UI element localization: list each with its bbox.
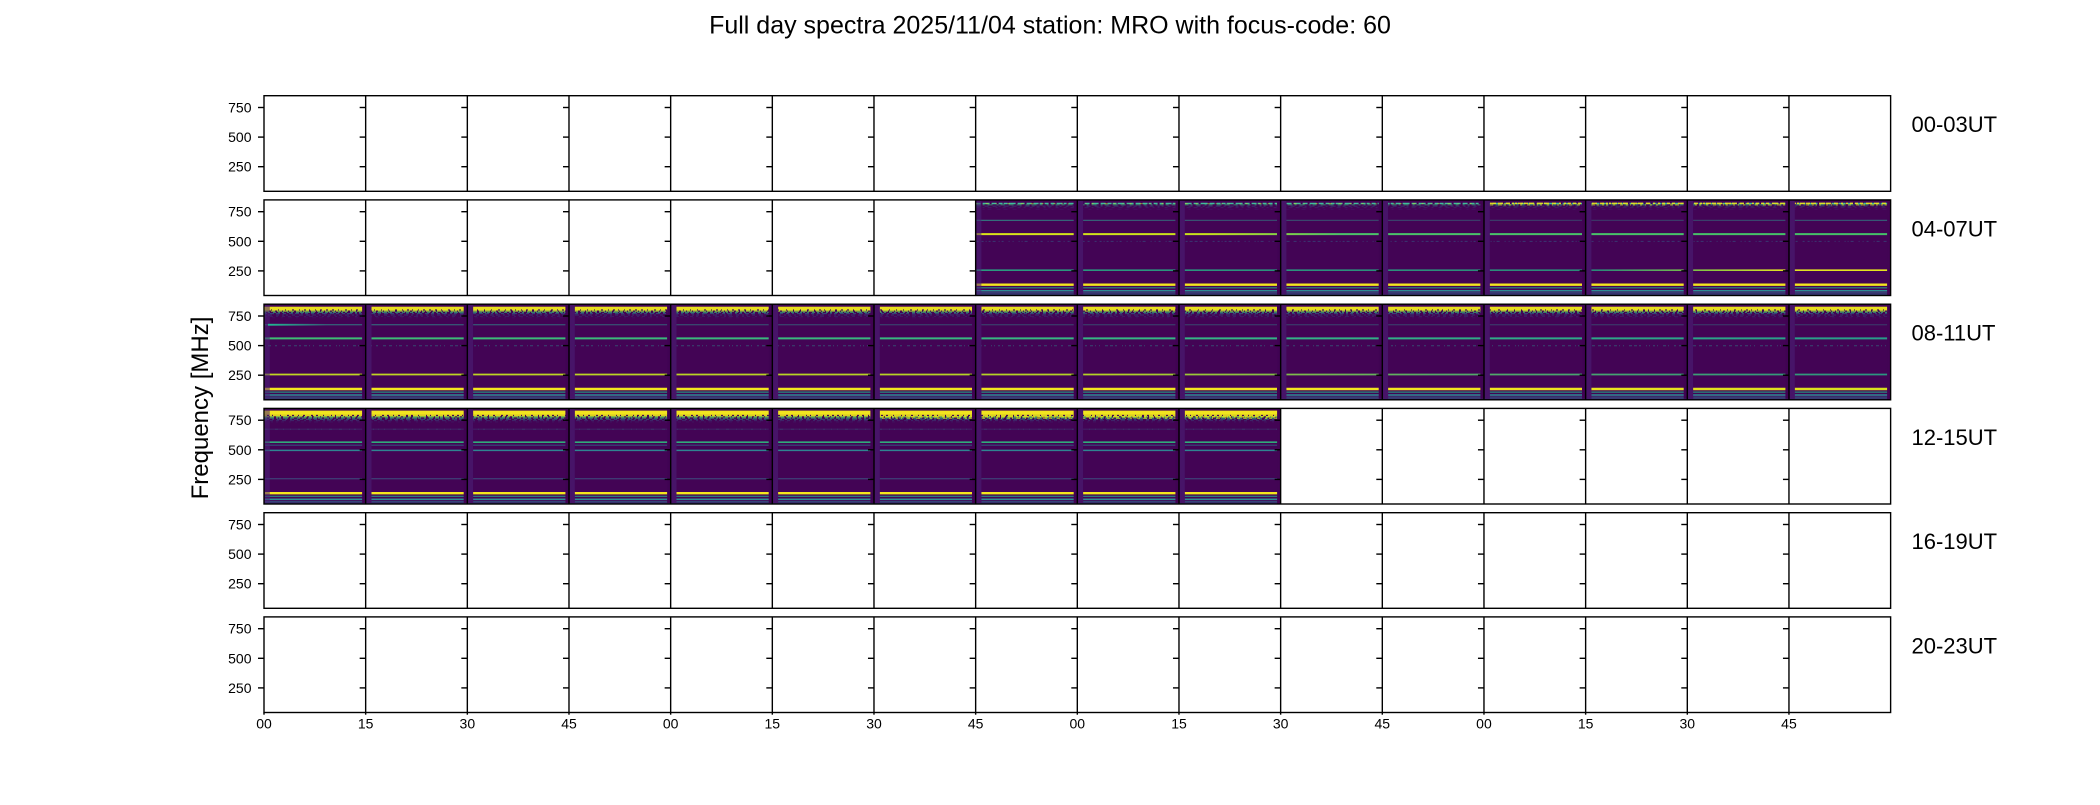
svg-text:500: 500 (228, 233, 252, 249)
svg-text:750: 750 (228, 308, 252, 324)
svg-text:45: 45 (1781, 715, 1797, 731)
svg-text:00: 00 (1070, 715, 1086, 731)
svg-text:500: 500 (228, 338, 252, 354)
svg-text:500: 500 (228, 442, 252, 458)
svg-text:500: 500 (228, 650, 252, 666)
svg-text:30: 30 (1680, 715, 1696, 731)
svg-text:30: 30 (1273, 715, 1289, 731)
svg-text:45: 45 (1375, 715, 1391, 731)
svg-text:15: 15 (358, 715, 374, 731)
svg-text:08-11UT: 08-11UT (1912, 321, 1996, 346)
svg-text:20-23UT: 20-23UT (1912, 633, 1998, 658)
svg-text:750: 750 (228, 517, 252, 533)
svg-text:Frequency [MHz]: Frequency [MHz] (187, 317, 214, 500)
svg-text:15: 15 (765, 715, 781, 731)
svg-text:500: 500 (228, 129, 252, 145)
svg-text:750: 750 (228, 621, 252, 637)
svg-text:00-03UT: 00-03UT (1912, 112, 1998, 137)
svg-text:12-15UT: 12-15UT (1912, 425, 1998, 450)
svg-text:750: 750 (228, 204, 252, 220)
svg-text:30: 30 (866, 715, 882, 731)
svg-text:15: 15 (1171, 715, 1187, 731)
svg-text:00: 00 (256, 715, 272, 731)
svg-text:16-19UT: 16-19UT (1912, 529, 1998, 554)
svg-text:04-07UT: 04-07UT (1912, 216, 1998, 241)
svg-text:250: 250 (228, 159, 252, 175)
svg-text:750: 750 (228, 412, 252, 428)
svg-text:500: 500 (228, 546, 252, 562)
svg-text:250: 250 (228, 367, 252, 383)
svg-text:45: 45 (561, 715, 577, 731)
svg-text:00: 00 (663, 715, 679, 731)
svg-text:750: 750 (228, 100, 252, 116)
svg-text:30: 30 (460, 715, 476, 731)
svg-text:250: 250 (228, 263, 252, 279)
svg-text:250: 250 (228, 680, 252, 696)
svg-text:00: 00 (1476, 715, 1492, 731)
svg-text:Full day spectra 2025/11/04 st: Full day spectra 2025/11/04 station: MRO… (709, 12, 1391, 40)
svg-text:45: 45 (968, 715, 984, 731)
svg-text:250: 250 (228, 576, 252, 592)
svg-text:15: 15 (1578, 715, 1594, 731)
svg-text:250: 250 (228, 471, 252, 487)
